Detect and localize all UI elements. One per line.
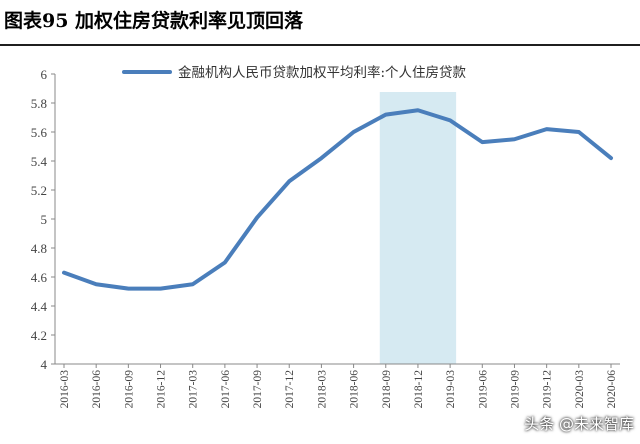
legend-label: 金融机构人民币贷款加权平均利率:个人住房贷款 xyxy=(178,64,467,81)
x-tick-label: 2018-06 xyxy=(349,370,361,409)
x-tick-label: 2018-03 xyxy=(316,370,328,409)
x-tick-label: 2019-12 xyxy=(542,370,554,409)
x-tick-label: 2016-03 xyxy=(59,370,71,409)
x-tick-label: 2019-03 xyxy=(445,370,457,409)
y-tick-label: 6 xyxy=(41,67,48,82)
y-tick-label: 4.4 xyxy=(31,299,48,314)
x-tick-label: 2017-09 xyxy=(252,370,264,409)
x-tick-label: 2018-09 xyxy=(381,370,393,409)
y-tick-label: 4.2 xyxy=(31,328,47,343)
x-tick-label: 2016-12 xyxy=(156,370,168,409)
y-tick-label: 4.8 xyxy=(31,241,47,256)
y-tick-label: 4.6 xyxy=(31,270,48,285)
watermark: 头条 @未来智库 xyxy=(524,415,634,433)
y-tick-label: 5.4 xyxy=(31,154,48,169)
x-tick-label: 2016-09 xyxy=(123,370,135,409)
y-tick-label: 5.6 xyxy=(31,125,48,140)
chart-title: 图表95 加权住房贷款利率见顶回落 xyxy=(4,10,304,32)
x-tick-label: 2017-06 xyxy=(220,370,232,409)
y-tick-label: 5.2 xyxy=(31,183,47,198)
y-tick-label: 5.8 xyxy=(31,96,47,111)
shaded-region xyxy=(379,92,457,364)
y-tick-label: 5 xyxy=(41,212,48,227)
x-tick-label: 2016-06 xyxy=(91,370,103,409)
title-rule xyxy=(0,44,640,46)
x-tick-label: 2020-06 xyxy=(606,370,618,409)
x-tick-label: 2019-09 xyxy=(509,370,521,409)
y-tick-label: 4 xyxy=(41,357,48,372)
x-tick-label: 2017-03 xyxy=(188,370,200,409)
x-tick-label: 2018-12 xyxy=(413,370,425,409)
x-tick-label: 2019-06 xyxy=(477,370,489,409)
x-tick-label: 2017-12 xyxy=(284,370,296,409)
x-tick-label: 2020-03 xyxy=(574,370,586,409)
series-line xyxy=(62,108,613,291)
